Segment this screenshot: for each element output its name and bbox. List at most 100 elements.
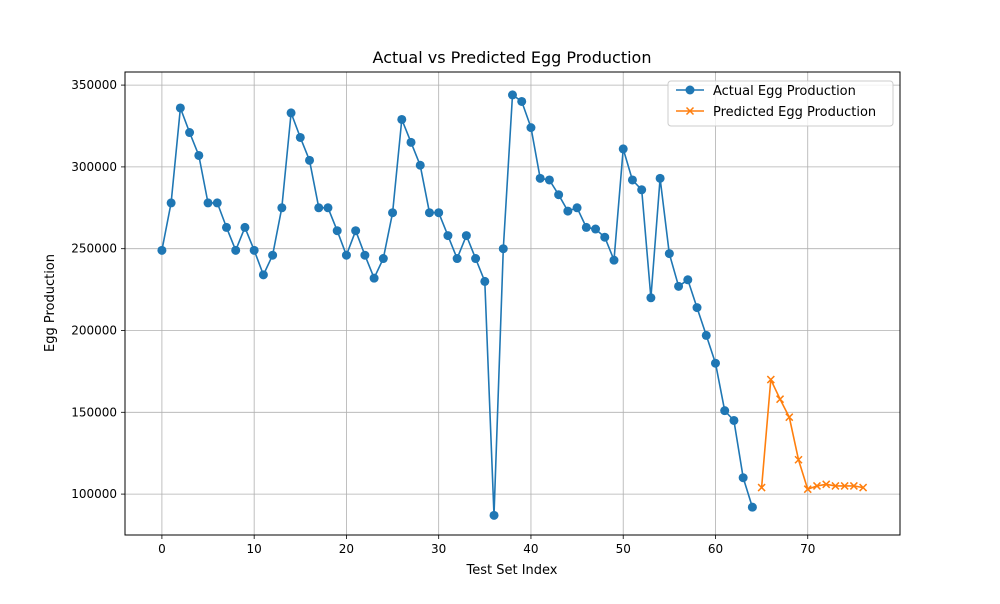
data-point: [701, 330, 711, 340]
data-point: [849, 481, 858, 490]
x-tick-label: 0: [158, 542, 166, 556]
x-tick-label: 40: [523, 542, 538, 556]
legend-actual-label: Actual Egg Production: [713, 84, 856, 99]
data-point: [231, 245, 241, 255]
data-point: [194, 150, 204, 160]
data-point: [314, 203, 324, 213]
x-axis-label: Test Set Index: [466, 563, 558, 578]
data-point: [175, 103, 185, 113]
data-point: [646, 293, 656, 303]
data-point: [803, 485, 812, 494]
legend-predicted-marker: [685, 106, 695, 116]
data-point: [471, 254, 481, 264]
data-point: [498, 244, 508, 254]
data-point: [581, 222, 591, 232]
data-point: [627, 175, 637, 185]
data-point: [591, 224, 601, 234]
data-point: [674, 281, 684, 291]
data-point: [461, 231, 471, 241]
data-point: [221, 222, 231, 232]
data-point: [406, 137, 416, 147]
data-point: [831, 481, 840, 490]
data-point: [240, 222, 250, 232]
legend: Actual Egg Production Predicted Egg Prod…: [667, 80, 894, 127]
data-point: [637, 185, 647, 195]
data-point: [812, 481, 821, 490]
data-point: [424, 208, 434, 218]
data-point: [554, 190, 564, 200]
x-tick-label: 60: [708, 542, 723, 556]
chart-title: Actual vs Predicted Egg Production: [373, 48, 652, 67]
data-point: [508, 90, 517, 100]
data-point: [332, 226, 342, 236]
data-point: [360, 250, 370, 260]
data-point: [572, 203, 582, 213]
legend-actual-marker: [685, 85, 695, 95]
data-point: [794, 455, 803, 464]
data-point: [766, 375, 775, 384]
data-point: [729, 415, 739, 425]
data-point: [544, 175, 554, 185]
data-point: [185, 128, 195, 138]
data-point: [268, 250, 278, 260]
data-point: [351, 226, 361, 236]
series-layer: [157, 90, 868, 520]
legend-predicted-label: Predicted Egg Production: [713, 105, 876, 120]
x-tick-label: 20: [339, 542, 354, 556]
data-point: [157, 245, 167, 255]
data-point: [526, 123, 536, 133]
data-point: [305, 155, 315, 165]
data-point: [341, 250, 351, 260]
x-tick-label: 10: [247, 542, 262, 556]
data-point: [655, 173, 665, 183]
data-point: [738, 473, 748, 483]
data-point: [378, 254, 388, 264]
data-point: [397, 114, 407, 124]
data-point: [859, 483, 868, 492]
x-tick-label: 50: [616, 542, 631, 556]
y-axis-ticks: 100000 150000 200000 250000 300000 350000: [71, 78, 125, 501]
plot-frame: [124, 71, 901, 536]
data-point: [286, 108, 296, 118]
data-point: [166, 198, 176, 208]
data-point: [710, 358, 720, 368]
y-tick-label: 300000: [71, 160, 117, 174]
data-point: [720, 406, 730, 416]
series-line: [760, 378, 864, 491]
data-point: [489, 510, 499, 520]
y-axis-label: Egg Production: [43, 254, 58, 352]
y-tick-label: 150000: [71, 405, 117, 419]
data-point: [443, 231, 453, 241]
data-point: [480, 276, 490, 286]
data-point: [840, 481, 849, 490]
grid: [125, 72, 900, 535]
data-point: [785, 413, 794, 422]
series-actual: [157, 90, 757, 520]
data-point: [535, 173, 545, 183]
data-point: [517, 96, 527, 106]
y-tick-label: 200000: [71, 323, 117, 337]
data-point: [295, 132, 305, 142]
legend-box: [667, 80, 894, 127]
data-point: [369, 273, 379, 283]
data-point: [776, 395, 785, 404]
data-point: [323, 203, 333, 213]
data-point: [600, 232, 610, 242]
data-point: [203, 198, 213, 208]
data-point: [757, 483, 766, 492]
data-point: [609, 255, 619, 265]
y-tick-label: 100000: [71, 487, 117, 501]
data-point: [258, 270, 268, 280]
data-point: [249, 245, 259, 255]
data-point: [277, 203, 287, 213]
data-point: [212, 198, 222, 208]
data-point: [452, 254, 462, 264]
x-tick-label: 30: [431, 542, 446, 556]
data-point: [434, 208, 444, 218]
data-point: [692, 303, 702, 313]
data-point: [747, 502, 757, 512]
data-point: [388, 208, 398, 218]
data-point: [683, 275, 693, 285]
data-point: [664, 249, 674, 259]
